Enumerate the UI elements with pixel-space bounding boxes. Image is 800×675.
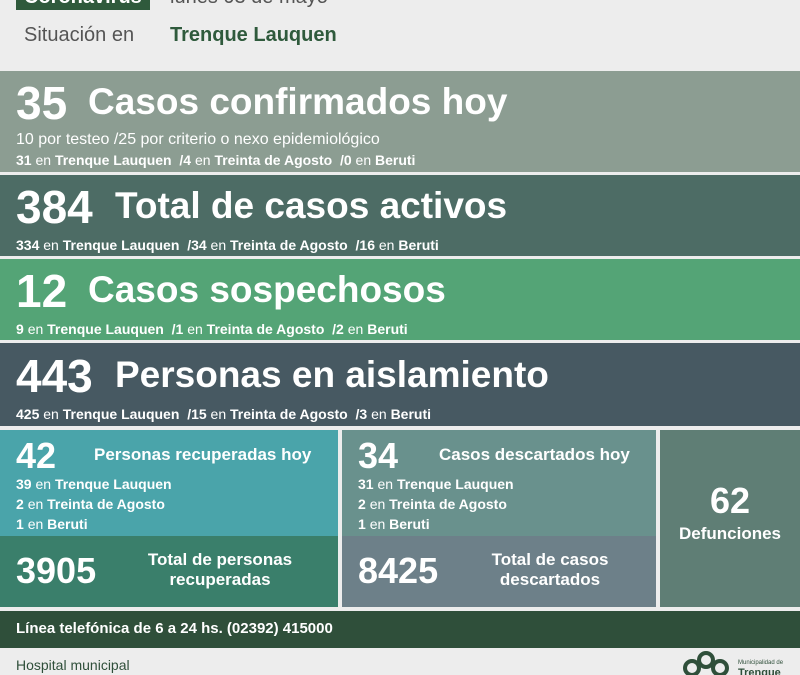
suspected-cases-band [0, 259, 800, 340]
discarded-total-panel [342, 536, 656, 607]
discarded-total-label: Total de casos descartados [491, 550, 609, 589]
header [0, 0, 800, 70]
phone-line-text: Línea telefónica de 6 a 24 hs. (02392) 4… [16, 620, 333, 637]
situation-label: Situación en [24, 24, 135, 46]
confirmed-number: 35 [16, 77, 68, 129]
isolation-band [0, 343, 800, 426]
isolation-title: Personas en aislamiento [115, 354, 549, 395]
recovered-line-3: 1 en Beruti [16, 516, 88, 532]
discarded-line-1: 31 en Trenque Lauquen [358, 476, 514, 492]
discarded-total-number: 8425 [358, 550, 439, 591]
hospital-label: Hospital municipal [16, 657, 130, 673]
city-name: Trenque Lauquen [170, 24, 337, 46]
discarded-number: 34 [358, 435, 399, 476]
logo-label-small: Municipalidad de [738, 660, 784, 666]
suspected-number: 12 [16, 265, 68, 317]
recovered-total-label: Total de personas recuperadas [147, 550, 293, 589]
confirmed-cases-band [0, 71, 800, 172]
discarded-title: Casos descartados hoy [439, 445, 630, 464]
active-cases-band [0, 175, 800, 256]
municipality-logo-icon [683, 651, 729, 675]
coronavirus-tag: Coronavirus [16, 0, 150, 10]
confirmed-detail-line: 10 por testeo /25 por criterio o nexo ep… [16, 131, 380, 148]
recovered-line-1: 39 en Trenque Lauquen [16, 476, 172, 492]
recovered-today-panel [0, 430, 338, 536]
recovered-total-panel [0, 536, 338, 607]
confirmed-breakdown: 31 en Trenque Lauquen /4 en Treinta de A… [16, 152, 416, 168]
recovered-title: Personas recuperadas hoy [94, 445, 312, 464]
discarded-line-3: 1 en Beruti [358, 516, 430, 532]
date-label: lunes 03 de mayo [170, 0, 328, 8]
active-title: Total de casos activos [115, 185, 508, 226]
phone-bar [0, 611, 800, 648]
suspected-title: Casos sospechosos [88, 269, 446, 310]
isolation-breakdown: 425 en Trenque Lauquen /15 en Treinta de… [16, 406, 432, 422]
recovered-number: 42 [16, 435, 57, 476]
deaths-panel [660, 430, 800, 607]
isolation-number: 443 [16, 350, 93, 402]
confirmed-title: Casos confirmados hoy [88, 81, 508, 122]
recovered-line-2: 2 en Treinta de Agosto [16, 496, 165, 512]
discarded-line-2: 2 en Treinta de Agosto [358, 496, 507, 512]
deaths-number: 62 [709, 480, 751, 521]
suspected-breakdown: 9 en Trenque Lauquen /1 en Treinta de Ag… [16, 321, 408, 337]
recovered-total-number: 3905 [16, 550, 97, 591]
discarded-today-panel [342, 430, 656, 536]
logo-label-main: Trenque [738, 667, 781, 675]
active-breakdown: 334 en Trenque Lauquen /34 en Treinta de… [16, 237, 439, 253]
active-number: 384 [16, 181, 93, 233]
deaths-label: Defunciones [678, 524, 782, 543]
